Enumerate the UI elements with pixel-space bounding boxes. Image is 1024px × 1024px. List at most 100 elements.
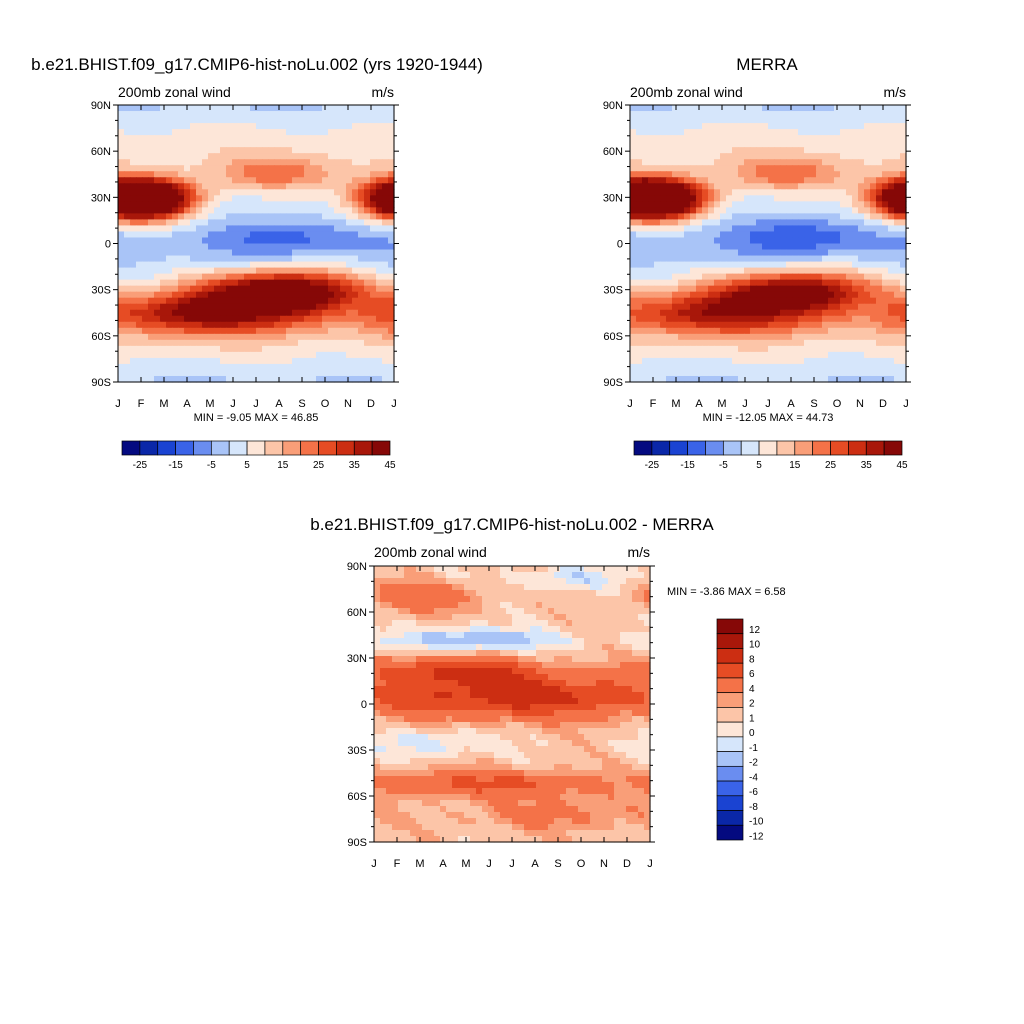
heatmap-cell [274, 321, 281, 329]
heatmap-cell [602, 620, 609, 627]
heatmap-cell [834, 177, 841, 184]
heatmap-cell [630, 147, 637, 154]
heatmap-cell [810, 345, 817, 353]
heatmap-cell [274, 111, 281, 118]
heatmap-cell [858, 129, 865, 136]
heatmap-cell [660, 135, 667, 142]
heatmap-cell [334, 165, 341, 172]
heatmap-cell [702, 117, 709, 124]
heatmap-cell [142, 315, 149, 323]
heatmap-cell [178, 345, 185, 353]
heatmap-cell [882, 345, 889, 353]
heatmap-cell [118, 315, 125, 323]
heatmap-cell [304, 129, 311, 136]
heatmap-cell [238, 327, 245, 335]
heatmap-cell [738, 123, 745, 130]
heatmap-cell [316, 135, 323, 142]
heatmap-cell [202, 315, 209, 323]
heatmap-cell [672, 285, 679, 293]
heatmap-cell [810, 105, 817, 112]
heatmap-cell [584, 578, 591, 585]
heatmap-cell [642, 183, 649, 190]
heatmap-cell [190, 267, 197, 275]
heatmap-cell [726, 303, 733, 311]
heatmap-cell [738, 327, 745, 335]
heatmap-cell [774, 285, 781, 293]
heatmap-cell [602, 578, 609, 585]
heatmap-cell [590, 578, 597, 585]
heatmap-cell [398, 566, 405, 573]
heatmap-cell [244, 345, 251, 353]
heatmap-cell [226, 213, 233, 221]
heatmap-cell [328, 219, 335, 227]
heatmap-cell [340, 273, 347, 281]
heatmap-cell [888, 189, 895, 196]
heatmap-cell [304, 267, 311, 275]
heatmap-cell [410, 614, 417, 621]
heatmap-cell [864, 177, 871, 184]
heatmap-cell [256, 141, 263, 148]
heatmap-cell [882, 357, 889, 365]
heatmap-cell [636, 219, 643, 227]
heatmap-cell [214, 345, 221, 353]
heatmap-cell [136, 351, 143, 359]
heatmap-cell [900, 285, 907, 293]
heatmap-cell [178, 153, 185, 160]
heatmap-cell [304, 183, 311, 190]
heatmap-cell [792, 315, 799, 323]
heatmap-cell [136, 357, 143, 365]
heatmap-cell [214, 213, 221, 221]
heatmap-cell [340, 201, 347, 208]
heatmap-cell [274, 219, 281, 227]
heatmap-cell [226, 171, 233, 178]
heatmap-cell [166, 117, 173, 124]
heatmap-cell [762, 303, 769, 311]
heatmap-cell [666, 333, 673, 341]
heatmap-cell [130, 201, 137, 208]
heatmap-cell [894, 195, 901, 202]
heatmap-cell [274, 327, 281, 335]
heatmap-cell [792, 243, 799, 251]
heatmap-cell [298, 279, 305, 287]
heatmap-cell [154, 369, 161, 377]
heatmap-cell [118, 333, 125, 341]
heatmap-cell [178, 147, 185, 154]
heatmap-cell [530, 614, 537, 621]
heatmap-cell [358, 279, 365, 287]
heatmap-cell [482, 596, 489, 603]
heatmap-cell [750, 345, 757, 353]
heatmap-cell [876, 261, 883, 269]
heatmap-cell [738, 135, 745, 142]
heatmap-cell [370, 261, 377, 269]
heatmap-cell [786, 183, 793, 190]
heatmap-cell [614, 578, 621, 585]
heatmap-cell [888, 201, 895, 208]
heatmap-cell [382, 249, 389, 257]
heatmap-cell [250, 357, 257, 365]
heatmap-cell [864, 201, 871, 208]
heatmap-cell [876, 189, 883, 196]
heatmap-cell [666, 243, 673, 251]
heatmap-cell [166, 345, 173, 353]
heatmap-cell [780, 309, 787, 317]
heatmap-cell [702, 195, 709, 202]
heatmap-cell [822, 261, 829, 269]
heatmap-cell [554, 578, 561, 585]
heatmap-cell [744, 339, 751, 347]
heatmap-cell [684, 321, 691, 329]
heatmap-cell [292, 219, 299, 227]
heatmap-cell [154, 207, 161, 214]
heatmap-cell [660, 195, 667, 202]
heatmap-cell [642, 249, 649, 257]
heatmap-cell [714, 333, 721, 341]
heatmap-cell [834, 147, 841, 154]
heatmap-cell [404, 578, 411, 585]
heatmap-cell [286, 261, 293, 269]
heatmap-cell [310, 351, 317, 359]
heatmap-cell [178, 237, 185, 245]
heatmap-cell [726, 213, 733, 221]
colorbar-swatch [848, 440, 867, 456]
heatmap-cell [636, 375, 643, 383]
y-tick-label: 0 [105, 239, 111, 251]
